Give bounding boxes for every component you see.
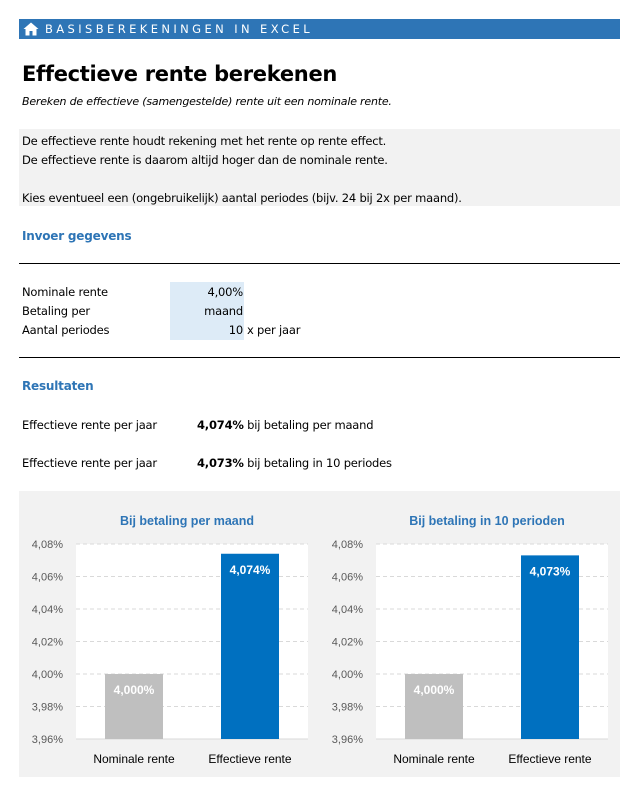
y-tick-label: 4,06% (332, 572, 363, 584)
data-label: 4,000% (414, 683, 455, 697)
result-value-row: 4,073% bij betaling in 10 periodes (197, 456, 392, 470)
data-label: 4,074% (230, 563, 271, 577)
bar (221, 553, 279, 739)
input-payment-per[interactable]: maand (204, 304, 243, 318)
y-tick-label: 4,00% (332, 669, 363, 681)
bar (105, 674, 163, 739)
x-tick-label: Effectieve rente (208, 752, 291, 766)
chart-title: Bij betaling in 10 perioden (409, 514, 565, 528)
input-label-payment-per: Betaling per (22, 304, 90, 318)
y-tick-label: 4,04% (32, 604, 63, 616)
divider (19, 263, 620, 264)
input-label-nominal-rate: Nominale rente (22, 285, 108, 299)
input-cells-background (170, 282, 244, 340)
input-label-periods: Aantal periodes (22, 323, 110, 337)
bar (521, 555, 579, 739)
y-tick-label: 3,96% (32, 734, 63, 746)
chart-periods: Bij betaling in 10 perioden 3,96% 3,98% 4,0… (332, 514, 608, 766)
info-line: De effectieve rente is daarom altijd hog… (22, 153, 388, 167)
y-tick-label: 4,02% (32, 637, 63, 649)
y-tick-label: 4,08% (32, 539, 63, 551)
results-section-title: Resultaten (22, 379, 94, 393)
chart-monthly: Bij betaling per maand 3,96% 3,98% 4,00% 4,0… (32, 514, 308, 766)
page-title: Effectieve rente berekenen (22, 62, 338, 86)
data-label: 4,073% (530, 564, 571, 578)
result-text: bij betaling per maand (247, 418, 374, 432)
info-box: De effectieve rente houdt rekening met h… (19, 129, 620, 206)
result-label: Effectieve rente per jaar (22, 418, 157, 432)
input-nominal-rate[interactable]: 4,00% (207, 285, 243, 299)
home-icon[interactable] (23, 22, 39, 36)
result-value-row: 4,074% bij betaling per maand (197, 418, 374, 432)
result-label: Effectieve rente per jaar (22, 456, 157, 470)
app-header: BASISBEREKENINGEN IN EXCEL (19, 19, 620, 39)
divider (19, 357, 620, 358)
y-tick-label: 4,06% (32, 572, 63, 584)
x-tick-label: Effectieve rente (508, 752, 591, 766)
y-tick-label: 4,02% (332, 637, 363, 649)
x-tick-label: Nominale rente (93, 752, 175, 766)
header-title: BASISBEREKENINGEN IN EXCEL (45, 22, 314, 36)
result-value: 4,073% (197, 456, 244, 470)
y-tick-label: 4,04% (332, 604, 363, 616)
y-tick-label: 3,98% (32, 702, 63, 714)
page-subtitle: Bereken de effectieve (samengestelde) re… (22, 95, 392, 108)
input-section-title: Invoer gegevens (22, 229, 132, 243)
result-value: 4,074% (197, 418, 244, 432)
y-tick-label: 3,96% (332, 734, 363, 746)
chart-title: Bij betaling per maand (120, 514, 254, 528)
x-tick-label: Nominale rente (393, 752, 475, 766)
result-text: bij betaling in 10 periodes (247, 456, 392, 470)
info-line: De effectieve rente houdt rekening met h… (22, 134, 387, 148)
input-periods[interactable]: 10 (228, 323, 243, 337)
y-tick-label: 3,98% (332, 702, 363, 714)
info-line: Kies eventueel een (ongebruikelijk) aant… (22, 191, 462, 205)
bar (405, 674, 463, 739)
data-label: 4,000% (114, 683, 155, 697)
y-tick-label: 4,00% (32, 669, 63, 681)
input-periods-suffix: x per jaar (247, 323, 301, 337)
charts-area: Bij betaling per maand 3,96% 3,98% 4,00% 4,0… (19, 491, 620, 777)
y-tick-label: 4,08% (332, 539, 363, 551)
